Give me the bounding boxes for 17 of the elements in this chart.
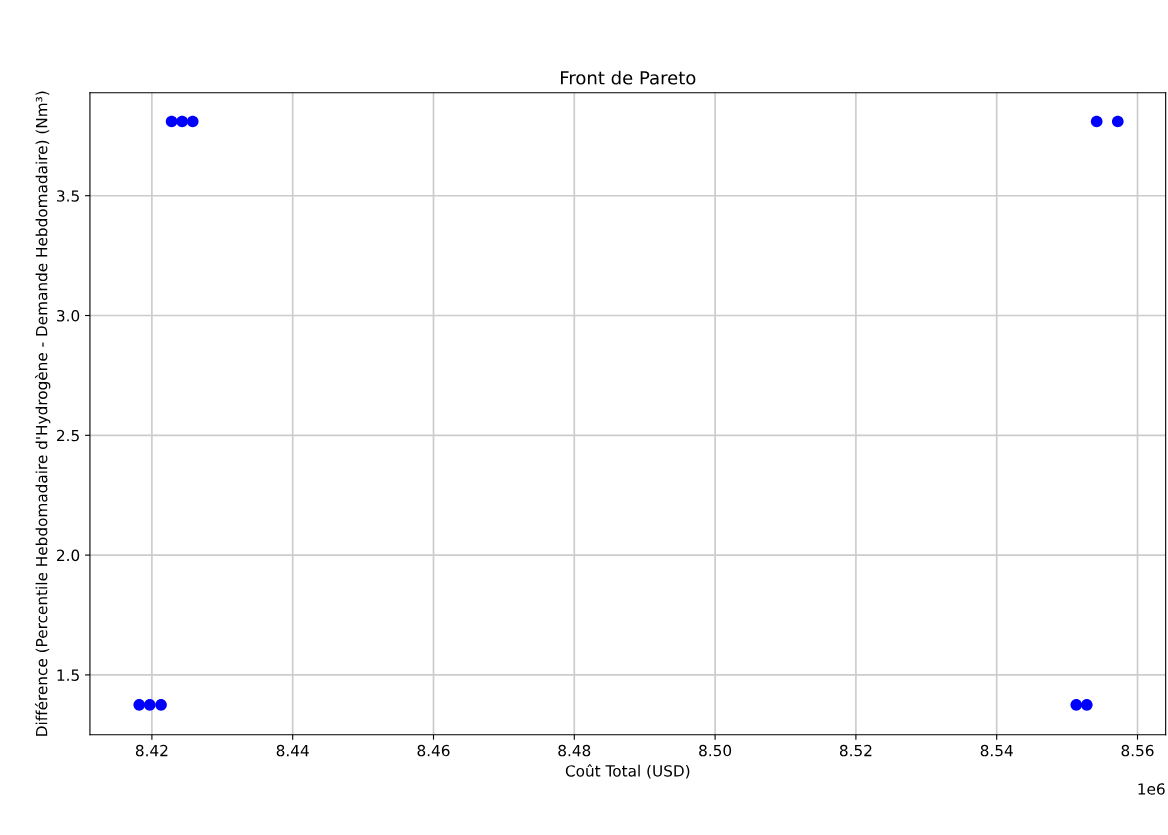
y-tick-label: 3.5 (57, 190, 79, 202)
y-axis-title: Différence (Percentile Hebdomadaire d'Hydrogène - Demande Hebdomadaire) (Nm³) (34, 91, 51, 736)
x-tick-label: 8.48 (558, 744, 591, 757)
x-tick-label: 8.44 (276, 744, 309, 757)
y-tick-label: 1.5 (57, 669, 79, 681)
x-tick-label: 8.42 (135, 744, 168, 757)
y-tick-label: 2.0 (57, 549, 80, 562)
x-tick-label: 8.46 (417, 744, 450, 757)
x-axis-title: Coût Total (USD) (565, 764, 690, 779)
text: 1e6 (1138, 783, 1165, 795)
x-tick-label: 8.56 (1121, 744, 1154, 757)
y-tick-label: 3.0 (57, 309, 80, 322)
x-tick-label: 8.54 (980, 744, 1013, 757)
chart-title: Front de Pareto (561, 70, 696, 85)
x-tick-label: 8.52 (839, 744, 872, 757)
y-tick-label: 2.5 (57, 429, 79, 442)
x-tick-label: 8.50 (699, 744, 732, 757)
